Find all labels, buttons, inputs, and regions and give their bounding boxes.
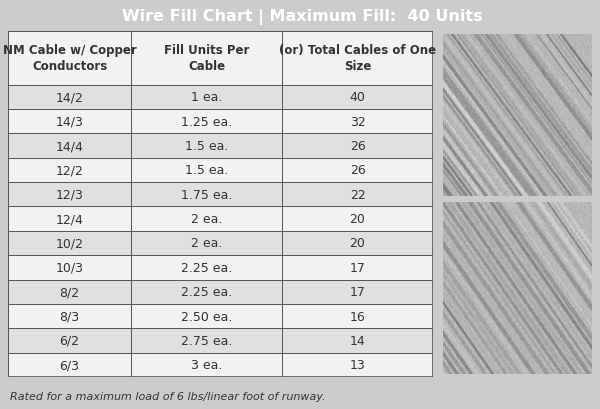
- Text: 8/3: 8/3: [59, 310, 80, 323]
- Bar: [282, 207, 433, 231]
- Bar: [8, 328, 131, 353]
- Bar: [282, 110, 433, 134]
- Bar: [282, 231, 433, 256]
- Bar: [8, 85, 131, 110]
- Text: 6/2: 6/2: [59, 334, 80, 347]
- Text: 20: 20: [350, 237, 365, 250]
- Text: 32: 32: [350, 115, 365, 128]
- Bar: [131, 158, 282, 183]
- Bar: [8, 304, 131, 328]
- Text: 2.25 ea.: 2.25 ea.: [181, 261, 232, 274]
- Bar: [8, 231, 131, 256]
- Text: 12/4: 12/4: [56, 213, 83, 226]
- Bar: [282, 134, 433, 158]
- Text: NM Cable w/ Copper
Conductors: NM Cable w/ Copper Conductors: [3, 44, 137, 73]
- Text: 20: 20: [350, 213, 365, 226]
- Bar: [282, 353, 433, 377]
- Text: Wire Fill Chart | Maximum Fill:  40 Units: Wire Fill Chart | Maximum Fill: 40 Units: [122, 9, 482, 25]
- Text: 2 ea.: 2 ea.: [191, 213, 223, 226]
- Bar: [131, 110, 282, 134]
- Bar: [8, 207, 131, 231]
- Text: 10/2: 10/2: [56, 237, 83, 250]
- Text: (or) Total Cables of One
Size: (or) Total Cables of One Size: [279, 44, 436, 73]
- Text: 17: 17: [350, 261, 365, 274]
- Bar: [131, 134, 282, 158]
- Text: 2.25 ea.: 2.25 ea.: [181, 285, 232, 299]
- Text: 26: 26: [350, 164, 365, 177]
- Text: Rated for a maximum load of 6 lbs/linear foot of runway.: Rated for a maximum load of 6 lbs/linear…: [10, 391, 326, 401]
- Bar: [131, 183, 282, 207]
- Bar: [282, 32, 433, 85]
- Bar: [8, 110, 131, 134]
- Text: 14/3: 14/3: [56, 115, 83, 128]
- Bar: [131, 256, 282, 280]
- Bar: [8, 353, 131, 377]
- Text: 26: 26: [350, 140, 365, 153]
- Bar: [8, 256, 131, 280]
- Text: 14: 14: [350, 334, 365, 347]
- Text: 13: 13: [350, 358, 365, 371]
- Bar: [282, 183, 433, 207]
- Bar: [282, 280, 433, 304]
- Bar: [8, 134, 131, 158]
- Bar: [131, 231, 282, 256]
- Bar: [131, 304, 282, 328]
- Bar: [282, 85, 433, 110]
- Bar: [8, 32, 131, 85]
- Text: 2.50 ea.: 2.50 ea.: [181, 310, 232, 323]
- Bar: [131, 85, 282, 110]
- Bar: [131, 353, 282, 377]
- Text: 6/3: 6/3: [59, 358, 80, 371]
- Bar: [8, 158, 131, 183]
- Text: 3 ea.: 3 ea.: [191, 358, 223, 371]
- Bar: [131, 328, 282, 353]
- Text: 14/2: 14/2: [56, 91, 83, 104]
- Text: 40: 40: [350, 91, 365, 104]
- Bar: [282, 304, 433, 328]
- Bar: [131, 280, 282, 304]
- Text: Fill Units Per
Cable: Fill Units Per Cable: [164, 44, 250, 73]
- Text: 1.5 ea.: 1.5 ea.: [185, 164, 229, 177]
- Bar: [131, 32, 282, 85]
- Bar: [8, 280, 131, 304]
- Bar: [282, 328, 433, 353]
- Text: 1.5 ea.: 1.5 ea.: [185, 140, 229, 153]
- Text: 14/4: 14/4: [56, 140, 83, 153]
- Text: 12/3: 12/3: [56, 188, 83, 201]
- Text: 1.75 ea.: 1.75 ea.: [181, 188, 232, 201]
- Text: 16: 16: [350, 310, 365, 323]
- Text: 1.25 ea.: 1.25 ea.: [181, 115, 232, 128]
- Text: 2.75 ea.: 2.75 ea.: [181, 334, 232, 347]
- Bar: [282, 256, 433, 280]
- Text: 17: 17: [350, 285, 365, 299]
- Text: 2 ea.: 2 ea.: [191, 237, 223, 250]
- Bar: [8, 183, 131, 207]
- Text: 22: 22: [350, 188, 365, 201]
- Text: 12/2: 12/2: [56, 164, 83, 177]
- Text: 1 ea.: 1 ea.: [191, 91, 223, 104]
- Text: 8/2: 8/2: [59, 285, 80, 299]
- Text: 10/3: 10/3: [56, 261, 83, 274]
- Bar: [131, 207, 282, 231]
- Bar: [282, 158, 433, 183]
